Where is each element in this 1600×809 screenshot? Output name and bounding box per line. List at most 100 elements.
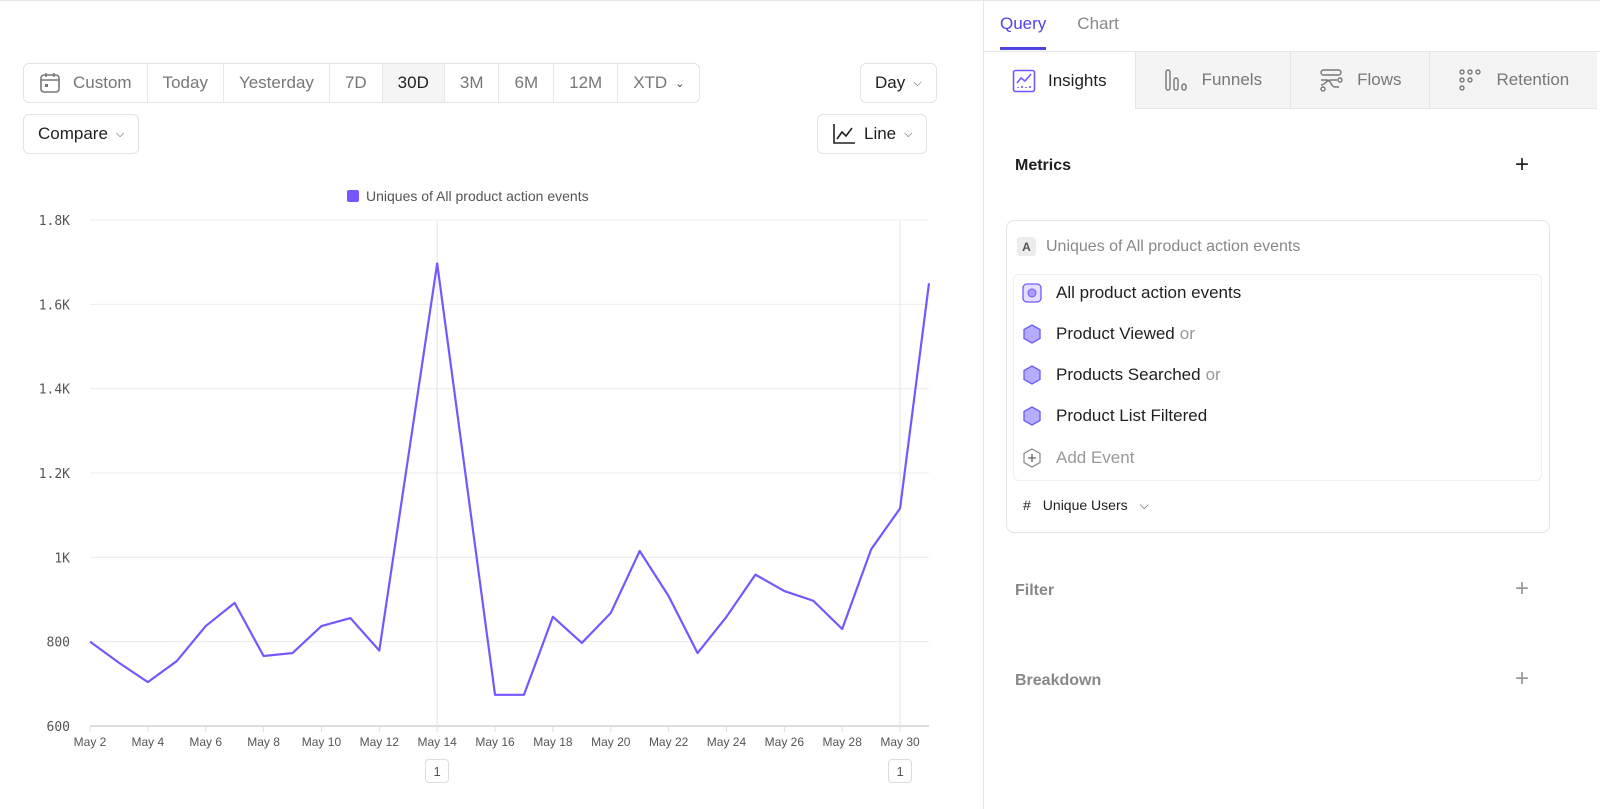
add-event-button[interactable]: Add Event [1022, 448, 1134, 468]
x-tick-label: May 22 [649, 735, 689, 749]
tab-query[interactable]: Query [1000, 14, 1047, 50]
retention-icon [1459, 69, 1482, 91]
event-name: Product Viewed [1056, 324, 1175, 343]
x-tick-label: May 8 [247, 735, 280, 749]
metric-letter: A [1017, 237, 1036, 256]
xtd-label: XTD [633, 73, 668, 92]
chevron-down-icon: ⌵ [904, 127, 913, 140]
add-breakdown-button[interactable]: + [1515, 665, 1530, 692]
add-metric-button[interactable]: + [1515, 151, 1530, 178]
metrics-heading: Metrics [1015, 157, 1072, 174]
x-tick-label: May 20 [591, 735, 631, 749]
event-hexagon-icon [1023, 406, 1041, 426]
event-name: All product action events [1056, 283, 1242, 302]
report-type-insights[interactable]: Insights [984, 52, 1135, 109]
date-range-yesterday[interactable]: Yesterday [224, 64, 330, 102]
date-range-30d[interactable]: 30D [382, 64, 445, 102]
y-tick-label: 600 [47, 720, 70, 735]
chart-area: Custom Today Yesterday 7D 30D 3M 6M 12M … [23, 63, 937, 783]
flows-icon [1320, 69, 1343, 92]
line-chart-icon [833, 124, 855, 144]
hash-icon: # [1023, 497, 1031, 513]
insights-label: Insights [1048, 70, 1107, 90]
panel-tabs: Query Chart [1000, 14, 1119, 50]
flows-label: Flows [1357, 70, 1402, 89]
funnels-label: Funnels [1201, 70, 1263, 89]
calendar-icon [40, 73, 60, 93]
compare-label: Compare [38, 124, 108, 143]
x-tick-label: May 30 [880, 735, 920, 749]
annotation-marker[interactable]: 1 [425, 759, 450, 783]
x-tick-label: May 24 [707, 735, 747, 749]
legend-swatch [347, 190, 359, 202]
x-tick-label: May 26 [765, 735, 805, 749]
add-filter-button[interactable]: + [1515, 575, 1530, 602]
x-tick-label: May 12 [360, 735, 400, 749]
x-tick-label: May 28 [823, 735, 863, 749]
event-name: Products Searched [1056, 365, 1201, 384]
panel-divider [983, 0, 984, 809]
interval-dropdown[interactable]: Day ⌵ [860, 63, 937, 103]
event-item[interactable]: Product Viewed or [1022, 324, 1195, 344]
x-tick-label: May 4 [132, 735, 165, 749]
date-range-custom[interactable]: Custom [24, 64, 148, 102]
y-tick-label: 1.2K [39, 467, 70, 482]
report-type-funnels[interactable]: Funnels [1134, 52, 1291, 109]
interval-label: Day [875, 73, 906, 92]
date-range-xtd[interactable]: XTD ⌄ [618, 64, 699, 102]
chart-type-label: Line [864, 124, 897, 143]
date-range-6m[interactable]: 6M [499, 64, 555, 102]
chart-legend[interactable]: Uniques of All product action events [347, 188, 589, 204]
insights-icon [1012, 69, 1036, 92]
y-tick-label: 800 [47, 636, 70, 651]
x-tick-label: May 2 [74, 735, 107, 749]
compare-dropdown[interactable]: Compare ⌵ [23, 114, 140, 154]
event-item[interactable]: All product action events [1022, 283, 1241, 303]
chevron-down-icon: ⌵ [913, 76, 922, 89]
series-line [89, 262, 931, 696]
measure-dropdown[interactable]: # Unique Users ⌵ [1023, 497, 1149, 513]
date-range-label: Custom [73, 73, 132, 92]
tabs-divider [984, 51, 1600, 52]
custom-event-icon [1022, 283, 1042, 303]
event-name: Product List Filtered [1056, 406, 1208, 425]
event-hexagon-icon [1023, 365, 1041, 385]
metric-header[interactable]: A Uniques of All product action events [1017, 237, 1300, 256]
x-tick-label: May 6 [189, 735, 222, 749]
tab-chart[interactable]: Chart [1077, 14, 1119, 33]
y-tick-label: 1.4K [39, 383, 70, 398]
breakdown-heading: Breakdown [1015, 672, 1102, 689]
metric-title: Uniques of All product action events [1046, 237, 1301, 255]
event-hexagon-icon [1023, 324, 1041, 344]
top-border [0, 0, 1600, 1]
x-tick-label: May 16 [475, 735, 515, 749]
x-tick-label: May 10 [302, 735, 342, 749]
chevron-down-icon: ⌄ [675, 77, 685, 90]
date-range-7d[interactable]: 7D [330, 64, 383, 102]
date-range-today[interactable]: Today [148, 64, 224, 102]
date-range-12m[interactable]: 12M [554, 64, 619, 102]
retention-label: Retention [1496, 70, 1570, 89]
date-range-3m[interactable]: 3M [445, 64, 500, 102]
chart-type-dropdown[interactable]: Line ⌵ [817, 114, 928, 154]
measure-label: Unique Users [1042, 497, 1128, 513]
report-type-tabs: Insights Funnels Flows Retention [984, 52, 1600, 109]
event-item[interactable]: Products Searched or [1022, 365, 1221, 385]
or-label: or [1179, 324, 1195, 343]
metric-card: A Uniques of All product action events Al… [1006, 220, 1550, 533]
add-hexagon-icon [1023, 448, 1041, 468]
legend-label: Uniques of All product action events [366, 188, 589, 204]
y-tick-label: 1.6K [39, 298, 70, 313]
event-item[interactable]: Product List Filtered [1022, 406, 1207, 426]
chevron-down-icon: ⌵ [115, 127, 125, 140]
report-type-retention[interactable]: Retention [1429, 52, 1598, 109]
query-panel: Query Chart Insights Funnels Flows Reten… [984, 0, 1600, 809]
or-label: or [1205, 365, 1221, 384]
event-list: All product action events Product Viewed… [1013, 274, 1542, 481]
y-tick-label: 1K [54, 551, 70, 566]
x-tick-label: May 14 [417, 735, 457, 749]
add-event-label: Add Event [1056, 448, 1135, 467]
y-tick-label: 1.8K [39, 214, 70, 229]
report-type-flows[interactable]: Flows [1290, 52, 1430, 109]
annotation-marker[interactable]: 1 [888, 759, 913, 783]
